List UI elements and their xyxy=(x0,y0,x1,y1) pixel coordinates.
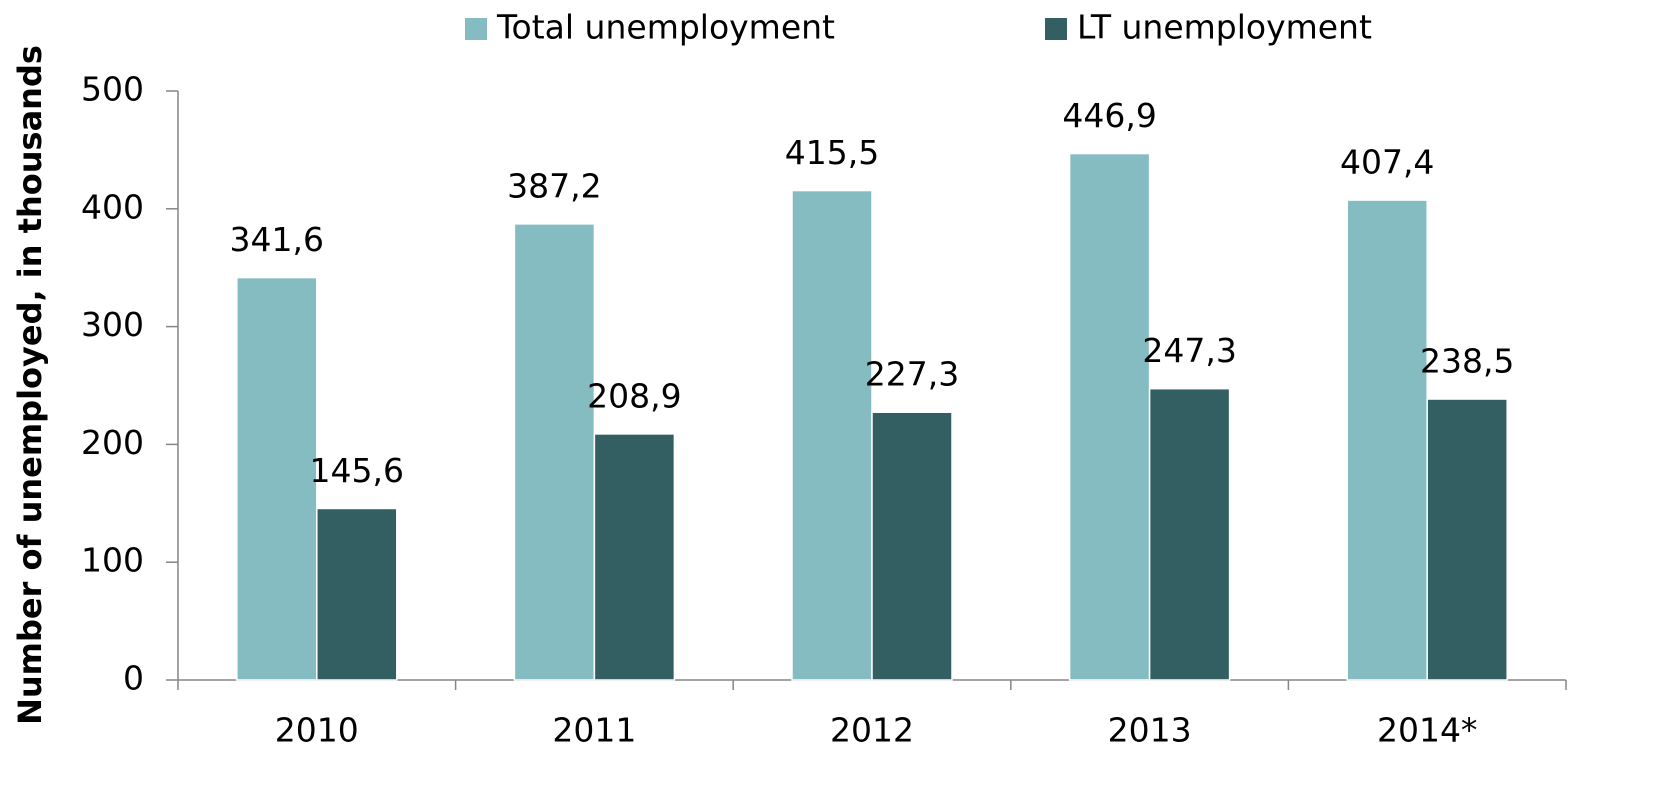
x-tick-label: 2011 xyxy=(552,711,636,750)
value-label: 446,9 xyxy=(1062,96,1156,135)
legend-swatch xyxy=(465,18,487,40)
bar xyxy=(1148,387,1231,681)
y-tick-label: 200 xyxy=(81,423,144,462)
y-tick-label: 500 xyxy=(81,70,144,109)
value-label: 387,2 xyxy=(507,166,601,205)
y-tick-label: 300 xyxy=(81,305,144,344)
y-tick-label: 0 xyxy=(123,659,144,698)
legend-label: LT unemployment xyxy=(1077,8,1372,47)
y-axis-label: Number of unemployed, in thousands xyxy=(11,45,49,725)
x-tick-label: 2010 xyxy=(275,711,359,750)
bar xyxy=(593,433,676,681)
y-tick-label: 400 xyxy=(81,187,144,226)
bar xyxy=(236,276,318,681)
value-label: 407,4 xyxy=(1340,143,1434,182)
x-tick-label: 2013 xyxy=(1108,711,1192,750)
bar xyxy=(791,189,873,681)
y-tick-label: 100 xyxy=(81,541,144,580)
x-tick-label: 2014* xyxy=(1377,711,1477,750)
value-label: 227,3 xyxy=(865,355,959,394)
bar xyxy=(1068,152,1151,681)
bar xyxy=(316,507,398,681)
bar xyxy=(871,411,953,681)
legend-swatch xyxy=(1045,18,1067,40)
value-label: 415,5 xyxy=(785,133,879,172)
bar xyxy=(513,223,596,681)
value-label: 238,5 xyxy=(1420,342,1514,381)
value-label: 247,3 xyxy=(1142,331,1236,370)
value-label: 145,6 xyxy=(310,451,404,490)
bar xyxy=(1426,398,1508,681)
value-label: 208,9 xyxy=(587,376,681,415)
x-tick-label: 2012 xyxy=(830,711,914,750)
value-label: 341,6 xyxy=(230,220,324,259)
legend-label: Total unemployment xyxy=(496,8,835,47)
bar xyxy=(1346,199,1428,681)
